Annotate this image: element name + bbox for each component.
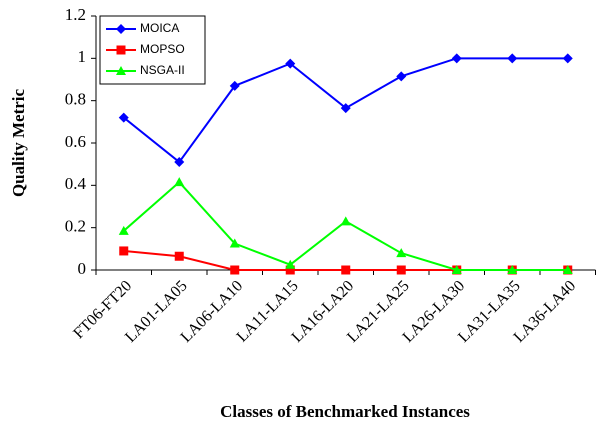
marker [174,177,185,187]
marker [396,71,407,82]
marker [285,58,296,69]
y-tick-label: 0.6 [65,132,86,151]
y-tick-label: 0.8 [65,90,86,109]
x-axis-label: Classes of Benchmarked Instances [220,402,470,421]
marker [116,66,126,75]
y-axis-label: Quality Metric [9,88,28,197]
marker [285,265,295,275]
legend-label: MOICA [140,21,179,35]
marker [507,53,518,64]
marker [562,53,573,64]
series-line [123,180,568,271]
marker [230,265,240,275]
marker [116,24,126,34]
marker [229,238,240,248]
y-tick-label: 1 [78,47,87,66]
marker [396,265,406,275]
marker [229,80,240,91]
legend-label: MOPSO [140,42,185,56]
marker [119,246,129,256]
marker [285,259,296,269]
marker [174,251,184,261]
marker [451,53,462,64]
y-tick-label: 1.2 [65,5,86,24]
legend-label: NSGA-II [140,63,185,77]
marker [507,265,518,274]
y-tick-label: 0.4 [65,174,87,193]
marker [340,103,351,114]
marker [118,225,129,235]
marker [174,157,185,168]
marker [116,45,126,55]
y-tick-label: 0 [78,259,87,278]
marker [341,265,351,275]
marker [562,265,573,274]
marker [340,216,351,226]
marker [396,248,407,258]
marker [118,112,129,123]
y-tick-label: 0.2 [65,217,86,236]
marker [451,265,462,274]
